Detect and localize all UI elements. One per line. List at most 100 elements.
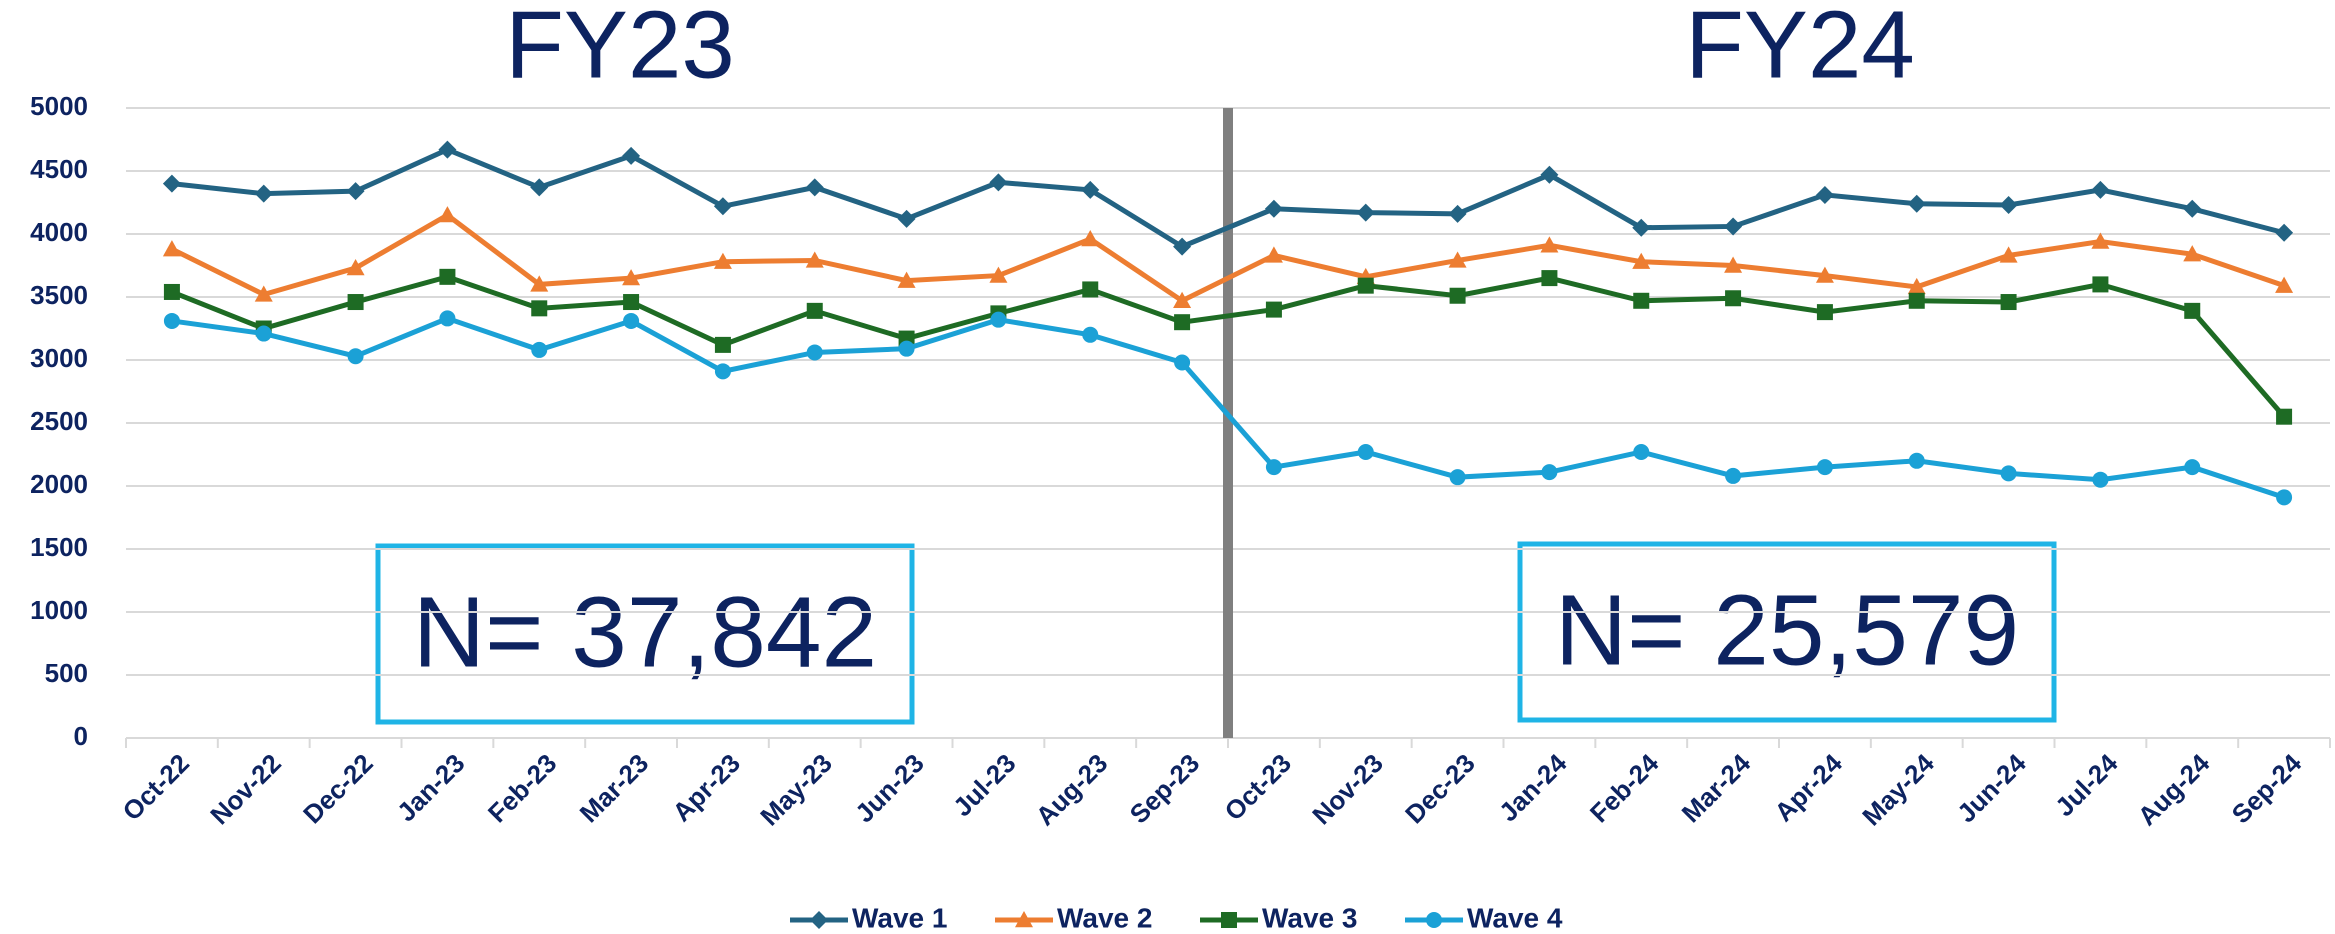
point [1449,287,1466,304]
x-tick-label: Nov-23 [1306,748,1389,831]
point [623,294,640,311]
point [439,268,456,285]
point [347,348,364,365]
point [1632,218,1651,237]
point [346,182,365,201]
point [714,336,731,353]
point [806,302,823,319]
point [1357,443,1374,460]
point [1815,266,1834,283]
point [989,266,1008,283]
legend-label: Wave 1 [852,902,947,933]
point [1633,292,1650,309]
point [1907,277,1926,295]
point [1082,281,1099,298]
point [805,178,824,197]
point [1448,251,1467,268]
point [1541,464,1558,481]
x-tick-label: Mar-24 [1676,748,1757,829]
legend-label: Wave 3 [1262,902,1357,933]
y-tick-label: 4500 [30,154,88,184]
point [2092,276,2109,293]
point [2000,294,2017,311]
fy23-label: FY23 [505,0,734,98]
fy24-label: FY24 [1685,0,1914,98]
y-tick-label: 5000 [30,91,88,121]
legend-marker [1221,912,1237,928]
point [438,140,457,159]
x-tick-label: Feb-24 [1584,748,1665,829]
x-tick-label: May-23 [754,748,838,832]
x-tick-label: Jul-24 [2049,748,2124,823]
point [713,197,732,216]
point [1448,204,1467,223]
y-tick-label: 3500 [30,280,88,310]
y-tick-label: 1000 [30,595,88,625]
y-tick-label: 4000 [30,217,88,247]
series-line [170,274,2286,419]
point [1081,230,1100,247]
point [2091,232,2110,249]
x-tick-label: Apr-24 [1769,748,1849,828]
point [2184,459,2201,476]
legend-marker [1426,912,1442,928]
point [1174,354,1191,371]
n-box [1517,541,2057,723]
series-line [171,315,2285,500]
point [2183,199,2202,218]
point [1908,452,1925,469]
x-tick-label: Aug-24 [2132,748,2216,832]
series-line [170,212,2285,304]
point [622,146,641,165]
point [2275,276,2294,293]
point [1816,304,1833,321]
point [1265,459,1282,476]
x-tick-label: Jan-23 [391,748,470,827]
point [1082,326,1099,343]
point [806,344,823,361]
point [1632,252,1651,269]
point [2184,302,2201,319]
x-tick-label: Jun-24 [1951,748,2032,829]
point [254,184,273,203]
x-tick-label: Jan-24 [1493,748,1573,828]
point [1173,291,1192,308]
x-tick-label: Feb-23 [482,748,562,828]
point [255,325,272,342]
point [714,363,731,380]
point [439,310,456,327]
y-tick-label: 2500 [30,406,88,436]
point [2276,408,2293,425]
point [1173,237,1192,256]
point [2183,245,2202,262]
y-tick-label: 1500 [30,532,88,562]
series-line [171,146,2285,250]
point [1816,459,1833,476]
n-fy23: N= 37,842 [413,576,877,688]
point [1908,292,1925,309]
point [1815,185,1834,204]
y-tick-label: 2000 [30,469,88,499]
point [2275,223,2294,242]
point [163,312,180,329]
x-tick-label: Oct-23 [1219,748,1297,826]
point [990,311,1007,328]
point [162,240,181,257]
point [623,312,640,329]
n-box [375,543,915,725]
point [805,251,824,268]
point [530,178,549,197]
legend-label: Wave 4 [1467,902,1563,933]
point [1356,203,1375,222]
point [530,275,549,292]
point [898,340,915,357]
y-tick-label: 0 [74,721,88,751]
x-tick-label: Dec-22 [297,748,379,830]
x-tick-label: Oct-22 [117,748,195,826]
x-tick-label: Dec-23 [1399,748,1481,830]
point [622,269,641,286]
legend-marker [1015,911,1033,928]
point [897,271,916,288]
point [1725,467,1742,484]
